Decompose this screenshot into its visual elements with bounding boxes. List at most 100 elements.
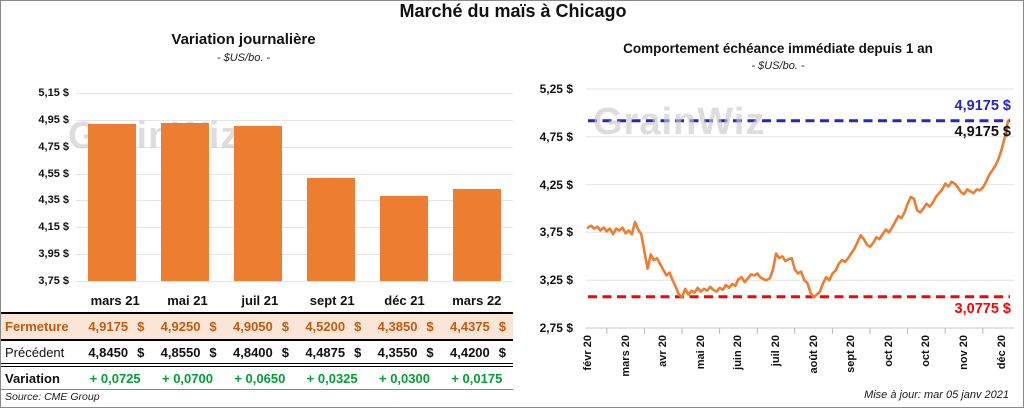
cell-currency: $ — [426, 319, 434, 334]
right-chart-title: Comportement échéance immédiate depuis 1… — [623, 41, 933, 56]
table-cell: 4,3850 $ — [368, 319, 440, 334]
x-tick-label: juil 20 — [770, 335, 782, 367]
table-row-variation: Variation + 0,0725 + 0,0700 + 0,0650 + 0,032… — [1, 367, 513, 389]
cell-currency: $ — [281, 344, 289, 360]
cell-currency: $ — [137, 344, 145, 360]
table-cell: 4,5200 $ — [296, 319, 368, 334]
x-tick-label: nov 20 — [958, 335, 970, 370]
table-col-header: déc 21 — [384, 293, 425, 308]
y-tick-label: 2,75 $ — [539, 321, 573, 335]
table-cell: 4,8400 $ — [224, 345, 296, 360]
bar-chart-plot: GrainWiz — [68, 93, 513, 282]
table-cell: + 0,0325 — [306, 370, 358, 386]
cell-currency: $ — [354, 319, 362, 334]
y-tick-label: 4,25 $ — [539, 177, 573, 192]
y-tick-label: 3,25 $ — [539, 273, 573, 288]
x-tick-label: oct 20 — [882, 335, 895, 367]
gridline — [76, 281, 513, 282]
cell-currency: $ — [498, 344, 506, 360]
table-line — [1, 339, 513, 341]
table-double-line-bottom — [1, 366, 513, 367]
bar — [234, 125, 283, 281]
cell-currency: $ — [209, 344, 217, 360]
low-ref-label: 3,0775 $ — [954, 301, 1011, 317]
page-title: Marché du maïs à Chicago — [399, 1, 627, 21]
gridline — [76, 119, 513, 121]
source-note: Source: CME Group — [5, 391, 100, 403]
left-chart-title: Variation journalière — [171, 31, 316, 48]
table-col-header: juil 21 — [241, 293, 279, 308]
gridline — [76, 200, 513, 202]
line-chart-plot — [586, 88, 1014, 334]
x-tick-label: mars 20 — [619, 335, 632, 377]
y-tick-label: 5,25 $ — [539, 82, 573, 96]
y-tick-label: 3,75 $ — [539, 225, 573, 240]
cell-value: 4,8400 — [233, 344, 273, 360]
cell-value: 4,4375 — [450, 319, 490, 334]
table-cell: 4,3550 $ — [368, 345, 440, 360]
cell-value: 4,9175 — [88, 319, 129, 334]
bar — [452, 188, 501, 281]
x-tick-label: juin 20 — [732, 335, 745, 370]
bar — [379, 195, 428, 281]
table-cell: + 0,0300 — [379, 370, 430, 386]
grainwiz-watermark: GrainWiz — [593, 101, 766, 143]
table-cell: + 0,0175 — [451, 370, 503, 386]
bar — [88, 124, 137, 281]
x-tick-label: févr 20 — [582, 335, 594, 371]
y-tick-label: 4,55 $ — [38, 167, 69, 180]
close-row-highlight — [1, 314, 513, 339]
y-tick-label: 4,95 $ — [38, 113, 69, 126]
x-tick-label: avr 20 — [657, 335, 670, 367]
y-tick-label: 3,95 $ — [38, 248, 69, 261]
table-row-fermeture: Fermeture 4,9175 $4,9250 $4,9050 $4,5200 $4,3… — [1, 314, 513, 339]
cell-currency: $ — [426, 344, 434, 360]
cell-value: 4,5200 — [305, 319, 346, 334]
cell-currency: $ — [354, 344, 362, 360]
table-cell: 4,9250 $ — [151, 319, 223, 334]
cell-value: 4,8450 — [88, 344, 129, 360]
y-tick-label: 4,35 $ — [38, 194, 69, 207]
right-chart-subtitle: - $US/bo. - — [751, 60, 805, 72]
table-double-line-top — [1, 363, 513, 364]
table-cell: + 0,0650 — [234, 370, 286, 386]
cell-currency: $ — [498, 319, 506, 334]
cell-value: 4,9250 — [160, 319, 201, 334]
table-col-header: mai 21 — [167, 293, 208, 308]
cell-currency: $ — [137, 319, 145, 334]
y-tick-label: 5,15 $ — [38, 87, 69, 99]
cell-currency: $ — [281, 319, 289, 334]
y-tick-label: 4,15 $ — [38, 221, 69, 234]
table-row-label: Fermeture — [5, 319, 69, 334]
table-row-label: Variation — [5, 370, 60, 386]
last-price-label: 4,9175 $ — [954, 124, 1011, 140]
cell-value: 4,8550 — [160, 344, 201, 360]
cell-value: 4,4875 — [305, 344, 346, 360]
cell-value: 4,9050 — [233, 319, 273, 334]
table-header-row: mars 21 mai 21 juil 21 sept 21 déc 21 mars 22 — [1, 289, 513, 312]
table-cell: 4,4875 $ — [296, 345, 368, 360]
table-cell: 4,8550 $ — [151, 345, 223, 360]
price-line — [586, 119, 1010, 299]
gridline — [76, 173, 513, 175]
x-tick-label: oct 20 — [920, 335, 933, 367]
table-row-precedent: Précédent 4,8450 $4,8550 $4,8400 $4,4875 $4,3… — [1, 341, 513, 363]
x-tick-label: sept 20 — [845, 335, 858, 373]
y-tick-label: 4,75 $ — [539, 129, 573, 144]
gridline — [76, 146, 513, 148]
table-col-header: mars 22 — [452, 293, 502, 308]
table-row-label: Précédent — [5, 344, 65, 360]
bar — [161, 123, 210, 281]
cell-value: 4,4200 — [450, 344, 490, 360]
table-line — [1, 312, 513, 314]
table-cell: 4,8450 $ — [79, 345, 151, 360]
x-tick-label: déc 20 — [995, 335, 1008, 370]
cell-value: 4,3550 — [377, 344, 418, 360]
table-cell: 4,9050 $ — [224, 319, 296, 334]
high-ref-label: 4,9175 $ — [954, 98, 1011, 114]
left-chart-subtitle: - $US/bo. - — [216, 52, 271, 64]
x-tick-label: mai 20 — [694, 335, 707, 370]
table-cell: + 0,0700 — [162, 370, 213, 386]
bar — [306, 177, 355, 281]
